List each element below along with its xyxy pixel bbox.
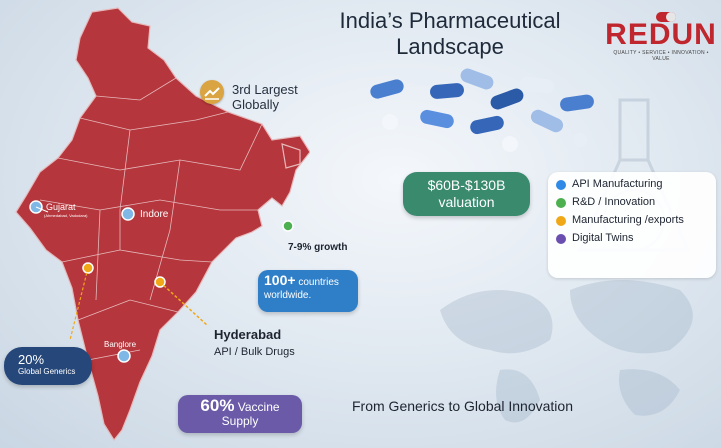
ranking-line-1: 3rd Largest (232, 82, 298, 97)
legend-dot-icon (556, 180, 566, 190)
world-map-background (440, 280, 693, 423)
indore-label: Indore (140, 209, 169, 220)
pill-logo-icon (656, 12, 676, 22)
legend-item-api: API Manufacturing (556, 178, 708, 191)
gujarat-label: Gujarat (46, 202, 76, 212)
vaccine-line-2: Supply (221, 414, 259, 428)
pills-illustration (370, 68, 594, 152)
brand-tagline: QUALITY • SERVICE • INNOVATION • VALUE (613, 50, 709, 62)
legend-label: Digital Twins (572, 232, 634, 244)
title-line-2: Landscape (396, 34, 504, 59)
india-map (15, 7, 310, 442)
ranking-line-2: Globally (232, 97, 279, 112)
countries-count: 100+ (264, 272, 296, 288)
banglore-marker-icon (117, 349, 131, 363)
generics-card: 20% Global Generics (4, 347, 92, 385)
brand-logo: REDUN QUALITY • SERVICE • INNOVATION • V… (605, 10, 717, 62)
generics-label: Global Generics (18, 367, 76, 376)
hyderabad-sublabel: API / Bulk Drugs (214, 346, 295, 358)
tagline: From Generics to Global Innovation (352, 398, 573, 414)
gujarat-sublabel: (Ahmedabad, Vadodara) (44, 213, 88, 218)
east-marker-icon (282, 220, 294, 232)
vaccine-percent: 60% (200, 396, 235, 415)
vaccine-card: 60% Vaccine Supply (178, 395, 302, 433)
hyderabad-label: Hyderabad (214, 327, 282, 342)
ranking-badge: 3rd Largest Globally (232, 82, 298, 112)
valuation-amount: $60B-$130B (427, 177, 506, 193)
legend-item-rnd: R&D / Innovation (556, 196, 708, 209)
title-line-1: India’s Pharmaceutical (339, 8, 561, 33)
growth-label: 7-9% growth (288, 242, 348, 253)
generics-percent: 20% (18, 352, 45, 367)
countries-line-2: worldwide. (264, 290, 312, 301)
legend: API Manufacturing R&D / Innovation Manuf… (548, 172, 716, 278)
legend-item-digital-twins: Digital Twins (556, 232, 708, 245)
legend-label: API Manufacturing (572, 178, 663, 190)
legend-item-manufacturing: Manufacturing /exports (556, 214, 708, 227)
legend-dot-icon (556, 198, 566, 208)
banglore-label: Banglore (104, 340, 137, 349)
legend-dot-icon (556, 216, 566, 226)
page-title: India’s Pharmaceutical Landscape (290, 8, 610, 60)
vaccine-label: Vaccine (234, 400, 280, 414)
countries-label: countries (295, 277, 339, 288)
countries-card: 100+ countries worldwide. (258, 270, 358, 312)
legend-label: Manufacturing /exports (572, 214, 684, 226)
legend-dot-icon (556, 234, 566, 244)
valuation-label: valuation (438, 194, 495, 210)
valuation-card: $60B-$130B valuation (403, 172, 530, 216)
trend-up-icon (200, 80, 224, 104)
indore-marker-icon (121, 207, 135, 221)
brand-name: REDUN (605, 18, 717, 51)
legend-label: R&D / Innovation (572, 196, 656, 208)
